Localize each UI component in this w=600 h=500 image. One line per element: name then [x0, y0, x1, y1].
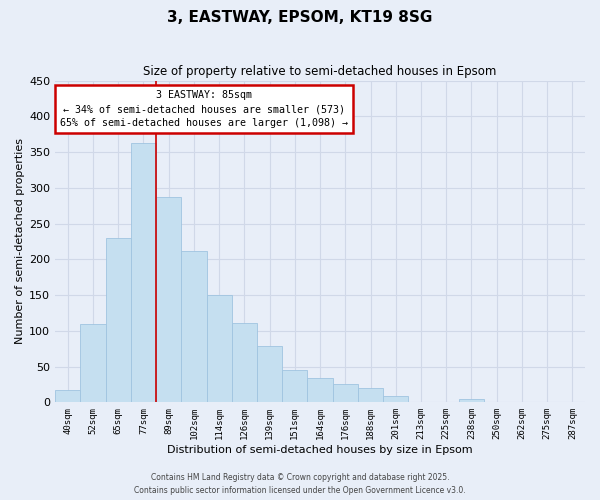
Bar [358, 388, 383, 402]
Text: Contains HM Land Registry data © Crown copyright and database right 2025.
Contai: Contains HM Land Registry data © Crown c… [134, 473, 466, 495]
Bar [232, 323, 257, 402]
Title: Size of property relative to semi-detached houses in Epsom: Size of property relative to semi-detach… [143, 65, 497, 78]
Bar [80, 324, 106, 402]
Text: 3 EASTWAY: 85sqm
← 34% of semi-detached houses are smaller (573)
65% of semi-det: 3 EASTWAY: 85sqm ← 34% of semi-detached … [59, 90, 347, 128]
Bar [55, 390, 80, 402]
Bar [282, 370, 307, 402]
X-axis label: Distribution of semi-detached houses by size in Epsom: Distribution of semi-detached houses by … [167, 445, 473, 455]
Bar [156, 197, 181, 402]
Y-axis label: Number of semi-detached properties: Number of semi-detached properties [15, 138, 25, 344]
Bar [257, 346, 282, 403]
Bar [181, 250, 206, 402]
Bar [332, 384, 358, 402]
Bar [383, 396, 409, 402]
Text: 3, EASTWAY, EPSOM, KT19 8SG: 3, EASTWAY, EPSOM, KT19 8SG [167, 10, 433, 25]
Bar [459, 399, 484, 402]
Bar [307, 378, 332, 402]
Bar [106, 238, 131, 402]
Bar [131, 143, 156, 403]
Bar [206, 295, 232, 403]
